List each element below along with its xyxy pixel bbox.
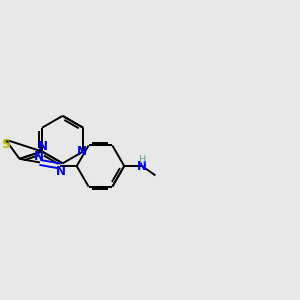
Text: N: N [38, 140, 48, 153]
Text: N: N [56, 166, 66, 178]
Text: S: S [2, 138, 10, 151]
Text: N: N [77, 145, 87, 158]
Text: H: H [139, 154, 146, 164]
Text: N: N [34, 150, 44, 163]
Text: N: N [137, 160, 147, 172]
